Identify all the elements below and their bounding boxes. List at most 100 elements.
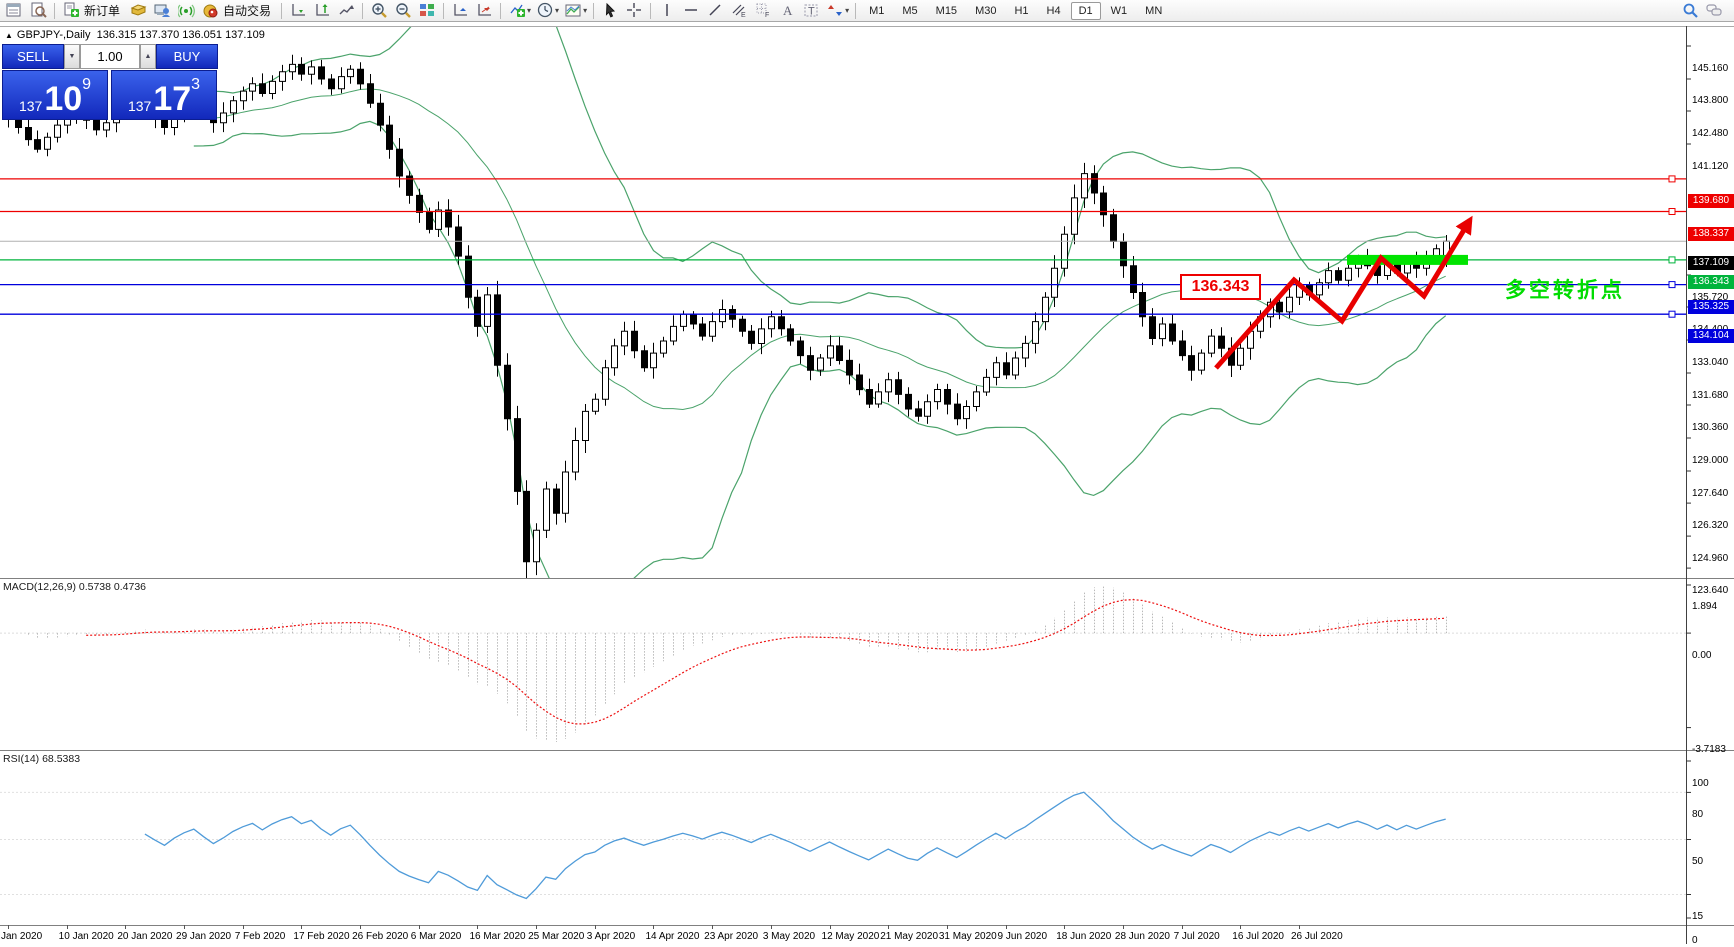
fibonacci-icon[interactable]: E bbox=[727, 1, 751, 21]
window-list-icon[interactable] bbox=[2, 1, 26, 21]
date-axis-label: 7 Feb 2020 bbox=[234, 931, 286, 942]
date-axis-label: 12 May 2020 bbox=[821, 931, 880, 942]
level-price-badge: 138.337 bbox=[1688, 226, 1734, 241]
chart-title: ▲ GBPJPY-,Daily 136.315 137.370 136.051 1… bbox=[5, 29, 265, 41]
tile-windows-icon[interactable] bbox=[415, 1, 439, 21]
collapse-panel-arrow[interactable]: ▲ bbox=[5, 31, 13, 40]
chart-shift-icon[interactable] bbox=[310, 1, 334, 21]
periods-dropdown[interactable]: ▾ bbox=[555, 6, 560, 15]
date-axis-label: 7 Jul 2020 bbox=[1173, 931, 1220, 942]
toolbar: 新订单 自动交易 ▾ ▾ ▾ E F A T ▾ M1 M5 M15 M30 H1 H4 D1 W1 MN bbox=[0, 0, 1734, 22]
price-axis-label: 133.040 bbox=[1692, 356, 1729, 368]
add-indicator-icon[interactable] bbox=[505, 1, 529, 21]
autoscroll-icon[interactable] bbox=[286, 1, 310, 21]
toolbar-separator bbox=[650, 2, 652, 19]
sell-price-main: 137 bbox=[18, 98, 43, 114]
price-axis-label: 143.800 bbox=[1692, 95, 1729, 107]
zoom-in-icon[interactable] bbox=[367, 1, 391, 21]
buy-price-big: 17 bbox=[153, 80, 192, 118]
level-line-handle[interactable] bbox=[1668, 281, 1676, 289]
level-line-handle[interactable] bbox=[1668, 175, 1676, 183]
text-icon[interactable]: A bbox=[775, 1, 799, 21]
volume-up-button[interactable]: ▲ bbox=[140, 44, 156, 69]
macd-indicator-label: MACD(12,26,9) 0.5738 0.4736 bbox=[3, 581, 147, 593]
timeframe-w1-button[interactable]: W1 bbox=[1110, 4, 1128, 17]
date-axis-label: 10 Jan 2020 bbox=[58, 931, 114, 942]
rsi-axis-label: 50 bbox=[1692, 856, 1704, 867]
horizontal-line-icon[interactable] bbox=[679, 1, 703, 21]
macd-axis-label: 0.00 bbox=[1692, 649, 1712, 661]
date-axis-label: 14 Apr 2020 bbox=[645, 931, 700, 942]
rsi-indicator-label: RSI(14) 68.5383 bbox=[3, 753, 81, 765]
arrows-icon[interactable] bbox=[823, 1, 847, 21]
volume-input[interactable]: 1.00 bbox=[80, 44, 140, 69]
current-price-badge: 137.109 bbox=[1688, 256, 1734, 271]
history-center-icon[interactable] bbox=[126, 1, 150, 21]
level-line-handle[interactable] bbox=[1668, 208, 1676, 215]
timeframe-m15-button[interactable]: M15 bbox=[935, 4, 958, 17]
trend-zigzag-annotation[interactable] bbox=[1214, 215, 1473, 370]
level-price-badge: 135.325 bbox=[1688, 299, 1734, 314]
arrows-dropdown[interactable]: ▾ bbox=[845, 6, 850, 15]
date-axis-label: 6 Mar 2020 bbox=[410, 931, 462, 942]
add-indicator-dropdown[interactable]: ▾ bbox=[527, 6, 532, 15]
toolbar-separator bbox=[443, 2, 445, 19]
price-axis-label: 141.120 bbox=[1692, 160, 1729, 172]
periods-icon[interactable] bbox=[533, 1, 557, 21]
sell-price-button[interactable]: 137 10 9 bbox=[2, 70, 108, 120]
level-line-handle[interactable] bbox=[1668, 256, 1676, 264]
indicator-properties-icon[interactable] bbox=[472, 1, 496, 21]
step-line-icon[interactable] bbox=[334, 1, 358, 21]
metaeditor-icon[interactable] bbox=[150, 1, 174, 21]
volume-down-button[interactable]: ▼ bbox=[64, 44, 80, 69]
candles-bullish bbox=[44, 63, 1450, 563]
level-price-badge: 134.104 bbox=[1688, 329, 1734, 344]
timeframe-h4-button[interactable]: H4 bbox=[1046, 4, 1061, 17]
date-axis-label: 9 Jun 2020 bbox=[997, 931, 1048, 942]
trendline-icon[interactable] bbox=[703, 1, 727, 21]
rsi-axis-label: 80 bbox=[1692, 808, 1704, 820]
autotrading-icon[interactable] bbox=[198, 1, 222, 21]
search-icon[interactable] bbox=[1678, 1, 1702, 21]
level-price-callout[interactable]: 136.343 bbox=[1180, 274, 1261, 300]
timeframe-h1-button[interactable]: H1 bbox=[1014, 4, 1029, 17]
price-axis-label: 124.960 bbox=[1692, 552, 1729, 564]
buy-button[interactable]: BUY bbox=[156, 44, 218, 69]
svg-text:T: T bbox=[808, 6, 815, 18]
timeframe-m1-button[interactable]: M1 bbox=[869, 4, 885, 17]
timeframe-m30-button[interactable]: M30 bbox=[975, 4, 997, 17]
timeframe-mn-button[interactable]: MN bbox=[1145, 4, 1163, 17]
date-axis-label: 23 Apr 2020 bbox=[704, 931, 759, 942]
new-order-icon[interactable] bbox=[59, 1, 83, 21]
buy-price-button[interactable]: 137 17 3 bbox=[111, 70, 217, 120]
price-axis-label: 134.400 bbox=[1692, 323, 1728, 336]
price-axis-label: 127.640 bbox=[1692, 487, 1729, 499]
level-price-badge: 139.680 bbox=[1688, 193, 1734, 208]
print-preview-icon[interactable] bbox=[26, 1, 50, 21]
vertical-line-icon[interactable] bbox=[655, 1, 679, 21]
date-axis-label: 26 Jul 2020 bbox=[1290, 931, 1343, 942]
crosshair-icon[interactable] bbox=[622, 1, 646, 21]
date-axis-label: 3 May 2020 bbox=[762, 931, 816, 942]
templates-dropdown[interactable]: ▾ bbox=[583, 6, 588, 15]
grid-icon[interactable]: F bbox=[751, 1, 775, 21]
signals-icon[interactable] bbox=[174, 1, 198, 21]
date-axis-label: 16 Mar 2020 bbox=[469, 931, 526, 942]
pivot-point-text-annotation[interactable]: 多空转折点 bbox=[1505, 279, 1625, 302]
level-line-handle[interactable] bbox=[1668, 310, 1676, 318]
one-click-trade-panel: SELL ▼ 1.00 ▲ BUY 137 10 9 137 17 3 bbox=[2, 44, 218, 120]
highlight-zone[interactable] bbox=[1347, 254, 1468, 265]
chat-icon[interactable] bbox=[1702, 1, 1726, 21]
date-axis-label: 20 Jan 2020 bbox=[117, 931, 173, 942]
timeframe-m5-button[interactable]: M5 bbox=[902, 4, 918, 17]
new-indicator-window-icon[interactable] bbox=[448, 1, 472, 21]
templates-icon[interactable] bbox=[561, 1, 585, 21]
chart-window: 145.160 143.800 142.480 141.120 135.720 134.4… bbox=[0, 22, 1734, 946]
date-axis-label: Jan 2020 bbox=[1, 931, 43, 942]
rsi-axis-label: 100 bbox=[1692, 777, 1709, 789]
cursor-icon[interactable] bbox=[598, 1, 622, 21]
sell-button[interactable]: SELL bbox=[2, 44, 64, 69]
zoom-out-icon[interactable] bbox=[391, 1, 415, 21]
timeframe-d1-button[interactable]: D1 bbox=[1070, 1, 1101, 20]
text-label-icon[interactable]: T bbox=[799, 1, 823, 21]
